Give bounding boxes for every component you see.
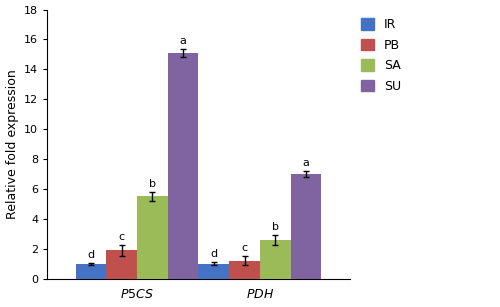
Bar (137, 196, 168, 279)
Bar (106, 250, 137, 279)
Text: b: b (149, 179, 156, 189)
Text: d: d (88, 250, 94, 260)
Bar (76, 264, 106, 279)
Bar (229, 261, 260, 279)
Bar (198, 264, 229, 279)
Bar (168, 53, 198, 279)
Text: c: c (118, 232, 125, 242)
Text: a: a (302, 158, 310, 168)
Bar (290, 174, 322, 279)
Text: b: b (272, 222, 279, 231)
Text: a: a (180, 36, 186, 46)
Legend: IR, PB, SA, SU: IR, PB, SA, SU (359, 16, 404, 95)
Text: c: c (242, 243, 248, 253)
Bar (260, 240, 290, 279)
Text: d: d (210, 249, 218, 259)
Y-axis label: Relative fold expression: Relative fold expression (6, 69, 18, 219)
